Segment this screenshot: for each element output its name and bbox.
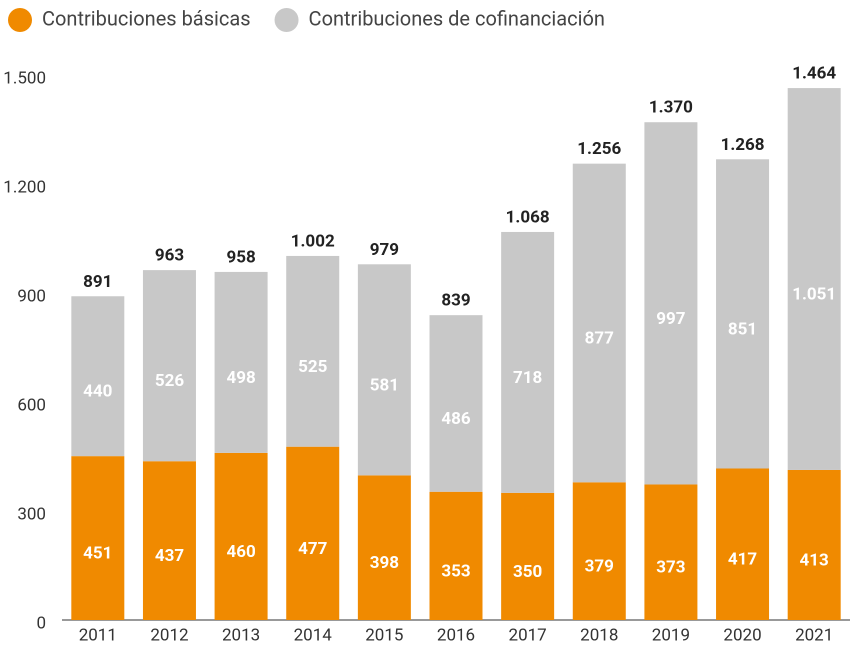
bar-segment: [357, 264, 411, 476]
bar-segment: [142, 461, 196, 620]
segment-label: 373: [656, 558, 685, 578]
total-label: 1.268: [721, 135, 765, 155]
bar-segment: [716, 468, 770, 620]
y-tick-label: 900: [17, 286, 46, 306]
legend-swatch: [274, 8, 299, 32]
bar-segment: [644, 484, 698, 620]
x-tick-label: 2019: [652, 625, 690, 645]
total-label: 839: [441, 291, 470, 311]
total-label: 979: [370, 240, 399, 260]
y-tick-label: 0: [36, 613, 46, 633]
bar-segment: [572, 163, 626, 483]
segment-label: 413: [800, 550, 829, 570]
bar-segment: [286, 446, 340, 620]
y-tick-label: 1.200: [3, 177, 46, 197]
bar-segment: [286, 255, 340, 447]
bar-segment: [787, 88, 841, 470]
legend-label: Contribuciones de cofinanciación: [309, 6, 605, 30]
x-tick-label: 2021: [795, 625, 833, 645]
segment-label: 997: [656, 309, 686, 329]
bar-segment: [429, 491, 483, 620]
legend-label: Contribuciones básicas: [42, 6, 251, 30]
bar-segment: [429, 315, 483, 492]
total-label: 1.068: [506, 207, 550, 227]
segment-label: 437: [155, 546, 185, 566]
segment-label: 379: [585, 557, 614, 577]
bar-segment: [787, 469, 841, 620]
total-label: 963: [155, 246, 184, 266]
y-tick-label: 300: [17, 504, 46, 524]
bar-segment: [142, 270, 196, 462]
bar-segment: [71, 456, 125, 620]
total-label: 1.256: [577, 139, 621, 159]
total-label: 891: [83, 272, 112, 292]
segment-label: 350: [513, 562, 542, 582]
x-tick-label: 2011: [79, 625, 117, 645]
segment-label: 353: [441, 561, 470, 581]
segment-label: 451: [83, 544, 112, 564]
bar-segment: [71, 296, 125, 457]
legend-swatch: [8, 8, 32, 32]
segment-label: 440: [83, 382, 112, 402]
segment-label: 851: [728, 319, 757, 339]
segment-label: 877: [585, 328, 615, 348]
x-tick-label: 2015: [365, 625, 403, 645]
bar-segment: [214, 271, 268, 453]
bar-segment: [572, 482, 626, 620]
bar-segment: [501, 492, 555, 620]
bar-segment: [357, 475, 411, 620]
y-tick-label: 600: [17, 395, 46, 415]
segment-label: 498: [226, 368, 255, 388]
bar-segment: [501, 231, 555, 493]
segment-label: 486: [441, 409, 471, 429]
bar-segment: [214, 452, 268, 620]
segment-label: 581: [370, 375, 399, 395]
x-tick-label: 2012: [150, 625, 188, 645]
total-label: 958: [226, 247, 255, 267]
segment-label: 460: [226, 542, 255, 562]
total-label: 1.370: [649, 98, 693, 118]
segment-label: 718: [513, 368, 542, 388]
segment-label: 1.051: [792, 284, 836, 304]
segment-label: 398: [370, 553, 399, 573]
x-tick-label: 2017: [509, 625, 547, 645]
y-tick-label: 1.500: [3, 68, 46, 88]
bar-segment: [716, 159, 770, 469]
x-tick-label: 2013: [222, 625, 260, 645]
segment-label: 525: [298, 357, 328, 377]
bar-segment: [644, 122, 698, 485]
x-tick-label: 2014: [294, 625, 333, 645]
total-label: 1.002: [291, 231, 335, 251]
x-tick-label: 2018: [580, 625, 618, 645]
segment-label: 417: [728, 550, 758, 570]
segment-label: 477: [298, 539, 328, 559]
x-tick-label: 2020: [723, 625, 761, 645]
segment-label: 526: [155, 371, 185, 391]
x-tick-label: 2016: [437, 625, 475, 645]
total-label: 1.464: [792, 64, 836, 84]
